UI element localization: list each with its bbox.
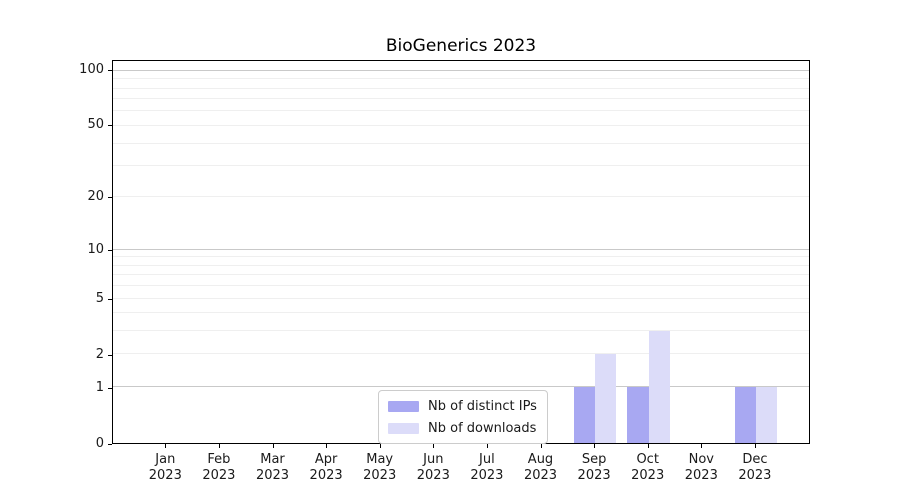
y-tick-mark [108,354,112,356]
year-label: 2023 [470,468,504,483]
gridline-y10 [113,248,809,250]
x-tick-mark [433,444,435,448]
year-label: 2023 [577,468,611,483]
year-label: 2023 [363,468,397,483]
y-tick-label-0: 0 [95,436,104,451]
gridline-y4 [113,312,809,314]
y-tick-label-20: 20 [87,189,104,205]
gridline-y5 [113,297,809,299]
gridline-y60 [113,110,809,112]
bar-sep-ips [573,386,596,443]
legend-label: Nb of downloads [428,420,537,436]
gridline-y20 [113,196,809,198]
gridline-y7 [113,274,809,276]
y-tick-mark [108,197,112,199]
month-label: Jul [479,452,495,467]
month-label: Jan [155,452,176,467]
x-tick-mark [486,444,488,448]
gridline-y8 [113,264,809,266]
gridline-y1 [113,386,809,388]
x-tick-mark [272,444,274,448]
bar-dec-downloads [755,386,778,443]
gridline-y9 [113,256,809,258]
legend: Nb of distinct IPs Nb of downloads [378,390,548,444]
x-tick-mark [701,444,703,448]
x-tick-mark [218,444,220,448]
x-tick-label-dec: Dec 2023 [715,452,795,484]
x-tick-label-jun: Jun 2023 [393,452,473,484]
month-label: May [366,452,394,467]
year-label: 2023 [148,468,182,483]
year-label: 2023 [631,468,665,483]
x-tick-label-aug: Aug 2023 [501,452,581,484]
x-tick-label-jan: Jan 2023 [125,452,205,484]
year-label: 2023 [202,468,236,483]
legend-entry: Nb of distinct IPs [388,397,537,415]
x-tick-mark [379,444,381,448]
y-tick-label-2: 2 [95,346,104,362]
year-label: 2023 [523,468,558,483]
x-tick-label-jul: Jul 2023 [447,452,527,484]
y-tick-mark [108,444,112,445]
legend-entry: Nb of downloads [388,419,537,437]
x-tick-label-oct: Oct 2023 [608,452,688,484]
gridline-y50 [113,124,809,126]
bar-oct-ips [627,386,649,443]
x-tick-mark [647,444,649,448]
month-label: Dec [742,452,768,467]
x-tick-mark [594,444,596,448]
month-label: Sep [581,452,607,467]
year-label: 2023 [416,468,450,483]
x-tick-mark [540,444,542,448]
year-label: 2023 [309,468,343,483]
x-tick-label-mar: Mar 2023 [233,452,313,484]
x-tick-label-nov: Nov 2023 [661,452,741,484]
gridline-y30 [113,165,809,167]
chart-title: BioGenerics 2023 [385,36,537,56]
x-tick-label-feb: Feb 2023 [179,452,259,484]
gridline-y80 [113,87,809,89]
gridline-y6 [113,285,809,287]
gridline-y40 [113,142,809,144]
y-tick-label-100: 100 [79,61,104,77]
y-tick-label-5: 5 [95,290,104,306]
gridline-y3 [113,330,809,332]
year-label: 2023 [255,468,290,483]
year-label: 2023 [738,468,772,483]
bar-dec-ips [734,386,756,443]
gridline-y2 [113,353,809,355]
month-label: Aug [527,452,554,467]
y-tick-label-1: 1 [95,379,104,395]
month-label: Jun [423,452,444,467]
bar-oct-downloads [648,330,671,443]
y-tick-label-50: 50 [87,117,104,133]
y-tick-mark [108,298,112,300]
legend-swatch [388,400,419,412]
y-tick-mark [108,125,112,127]
x-tick-mark [165,444,167,448]
legend-label: Nb of distinct IPs [428,398,537,414]
bar-sep-downloads [595,353,617,443]
x-tick-label-may: May 2023 [340,452,420,484]
gridline-y90 [113,78,809,80]
x-tick-mark [326,444,328,448]
y-tick-mark [108,249,112,251]
month-label: Apr [314,452,338,467]
gridline-y100 [113,69,809,71]
year-label: 2023 [684,468,718,483]
plot-area [112,60,810,444]
x-tick-label-apr: Apr 2023 [286,452,366,484]
month-label: Feb [207,452,231,467]
y-tick-mark [108,69,112,71]
month-label: Oct [636,452,659,467]
legend-swatch [388,422,419,434]
y-tick-label-10: 10 [87,241,104,257]
x-tick-label-sep: Sep 2023 [554,452,634,484]
x-tick-mark [754,444,756,448]
y-tick-mark [108,387,112,389]
month-label: Mar [260,452,285,467]
month-label: Nov [688,452,714,467]
gridline-y70 [113,98,809,100]
